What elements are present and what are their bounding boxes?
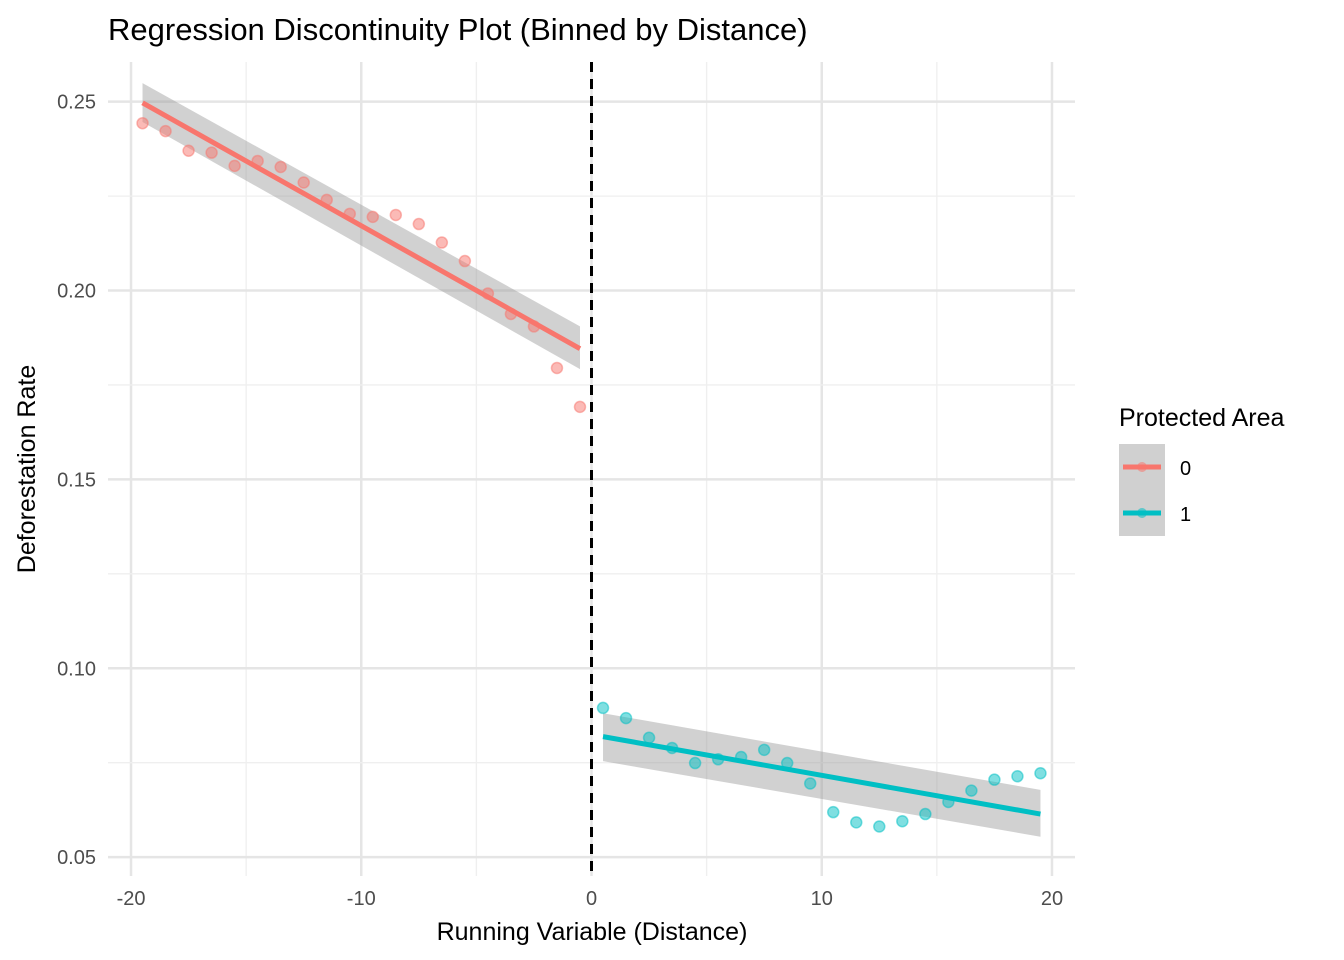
y-axis-ticks: 0.05 0.10 0.15 0.20 0.25: [57, 92, 96, 869]
chart-title: Regression Discontinuity Plot (Binned by…: [108, 12, 808, 47]
data-point-group-1: [873, 820, 886, 833]
data-point-group-0: [550, 361, 564, 375]
data-point-group-1: [757, 743, 771, 757]
data-point-group-1: [965, 784, 978, 797]
data-point-group-1: [988, 773, 1001, 786]
data-point-group-0: [366, 210, 380, 224]
y-axis-title: Deforestation Rate: [13, 365, 41, 573]
data-point-group-1: [619, 711, 633, 725]
data-point-group-0: [205, 146, 218, 159]
data-point-group-1: [1034, 767, 1047, 780]
x-axis-ticks: -20 -10 0 10 20: [117, 888, 1064, 910]
y-tick-label: 0.10: [57, 658, 96, 680]
legend-label-1: 1: [1180, 504, 1191, 526]
data-point-group-1: [688, 756, 702, 770]
fit-line-1: [602, 734, 1041, 817]
data-point-group-1: [1011, 770, 1024, 783]
legend-item-0: 0: [1123, 458, 1191, 480]
data-point-group-0: [458, 254, 472, 268]
y-tick-label: 0.15: [57, 469, 96, 491]
x-tick-label: 10: [811, 888, 833, 910]
legend: Protected Area 0 1: [1119, 404, 1284, 536]
legend-label-0: 0: [1180, 458, 1191, 480]
data-point-group-1: [919, 807, 932, 821]
data-point-group-1: [827, 805, 840, 819]
x-axis-title: Running Variable (Distance): [437, 918, 748, 946]
data-point-group-0: [573, 400, 587, 414]
legend-title: Protected Area: [1119, 404, 1284, 432]
legend-item-1: 1: [1123, 504, 1191, 526]
data-point-group-0: [389, 208, 403, 222]
x-tick-label: 20: [1041, 888, 1063, 910]
y-tick-label: 0.05: [57, 847, 96, 869]
x-tick-label: -10: [347, 888, 376, 910]
data-point-group-1: [896, 814, 909, 828]
legend-key-background: [1119, 444, 1165, 536]
fit-line-0: [141, 100, 582, 351]
x-tick-label: -20: [117, 888, 146, 910]
x-tick-label: 0: [586, 888, 597, 910]
data-point-group-1: [850, 816, 863, 829]
legend-key-point-0: [1137, 462, 1147, 472]
data-point-group-0: [412, 217, 426, 231]
data-point-group-0: [274, 160, 287, 174]
data-point-group-0: [297, 176, 310, 189]
y-tick-label: 0.20: [57, 281, 96, 303]
fit-lines: [141, 100, 1041, 817]
data-point-group-0: [182, 144, 195, 158]
legend-key-point-1: [1137, 508, 1147, 518]
data-point-group-0: [159, 124, 172, 138]
y-tick-label: 0.25: [57, 92, 96, 114]
data-point-group-0: [228, 159, 241, 173]
data-point-group-1: [596, 701, 610, 715]
data-point-group-0: [136, 116, 149, 130]
data-point-group-1: [803, 777, 817, 790]
data-point-group-0: [435, 236, 449, 249]
